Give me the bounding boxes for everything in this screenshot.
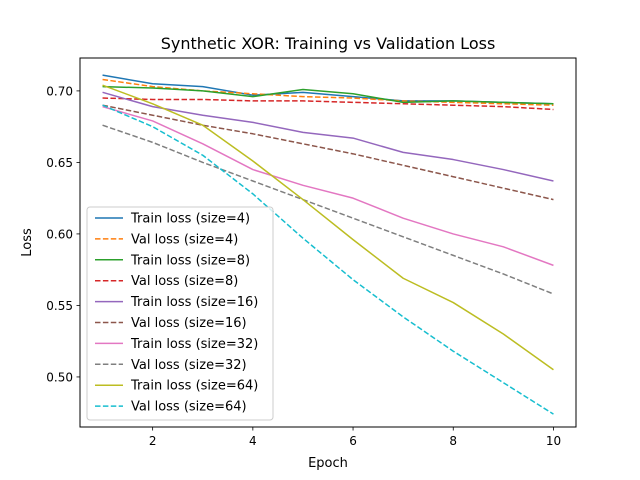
series-line-3 <box>102 85 554 105</box>
legend-label-3: Train loss (size=8) <box>130 253 250 268</box>
legend-label-8: Val loss (size=32) <box>131 358 247 373</box>
x-axis-label: Epoch <box>308 456 348 471</box>
legend: Train loss (size=4) Val loss (size=4) Trai… <box>86 206 274 421</box>
legend-label-2: Val loss (size=4) <box>131 232 238 247</box>
series-line-8 <box>102 124 554 295</box>
series-line-4 <box>102 97 554 111</box>
legend-label-6: Val loss (size=16) <box>131 316 247 331</box>
legend-label-7: Train loss (size=32) <box>130 337 258 352</box>
y-tick-label: 0.60 <box>46 227 73 241</box>
plot-frame <box>79 57 577 428</box>
legend-box <box>86 206 274 421</box>
legend-label-4: Val loss (size=8) <box>131 274 238 289</box>
x-tick-label: 10 <box>546 434 561 448</box>
x-tick-label: 6 <box>349 434 357 448</box>
x-tick-label: 8 <box>449 434 457 448</box>
y-tick-label: 0.55 <box>46 299 73 313</box>
chart-title: Synthetic XOR: Training vs Validation Lo… <box>161 34 496 53</box>
y-tick-label: 0.70 <box>46 84 73 98</box>
series-line-5 <box>102 91 554 182</box>
legend-label-5: Train loss (size=16) <box>130 295 258 310</box>
x-tick-label: 4 <box>249 434 257 448</box>
legend-label-10: Val loss (size=64) <box>131 400 247 415</box>
y-tick-label: 0.50 <box>46 370 73 384</box>
series-line-10 <box>102 104 554 415</box>
series-layer <box>102 74 554 415</box>
y-tick-label: 0.65 <box>46 156 73 170</box>
series-line-9 <box>102 84 554 371</box>
y-axis-label: Loss <box>20 228 35 257</box>
series-line-6 <box>102 104 554 201</box>
series-line-7 <box>102 105 554 267</box>
y-axis-ticks: 0.50 0.55 0.60 0.65 0.70 <box>46 84 80 384</box>
x-axis-ticks: 2 4 6 8 10 <box>149 427 561 448</box>
legend-label-9: Train loss (size=64) <box>130 379 258 394</box>
legend-label-1: Train loss (size=4) <box>130 212 250 227</box>
x-tick-label: 2 <box>149 434 157 448</box>
